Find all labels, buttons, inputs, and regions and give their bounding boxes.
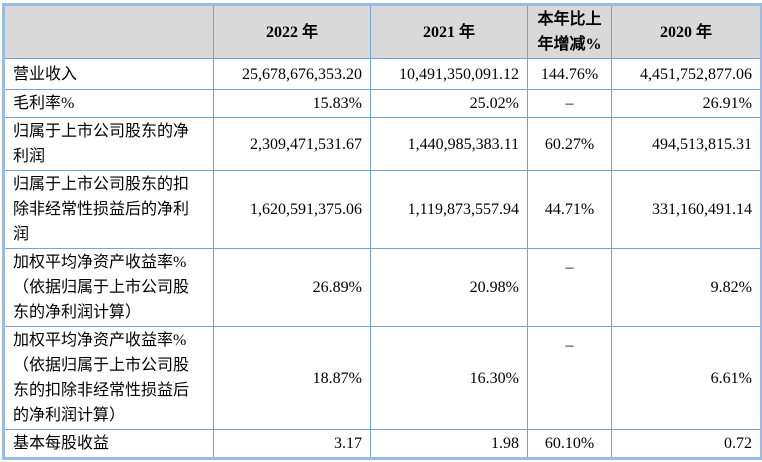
header-metric-cell	[3, 4, 214, 59]
financial-summary-table: 2022 年 2021 年 本年比上 年增减% 2020 年 营业收入 25,6…	[2, 3, 762, 460]
value-2021: 1,440,985,383.11	[370, 117, 528, 171]
table-header-row: 2022 年 2021 年 本年比上 年增减% 2020 年	[3, 4, 762, 59]
value-yoy-change: 60.10%	[527, 429, 612, 459]
value-2020: 0.72	[611, 429, 762, 459]
header-year-2021: 2021 年	[370, 4, 528, 59]
value-2021: 25.02%	[370, 89, 528, 118]
table-row-net-profit: 归属于上市公司股东的净 利润 2,309,471,531.67 1,440,98…	[3, 117, 762, 171]
value-2021: 16.30%	[370, 326, 528, 430]
header-year-2020: 2020 年	[611, 4, 762, 59]
metric-label: 归属于上市公司股东的扣 除非经常性损益后的净利 润	[3, 170, 214, 249]
value-2022: 25,678,676,353.20	[213, 58, 371, 90]
value-2022: 18.87%	[213, 326, 371, 430]
table-row-basic-eps: 基本每股收益 3.17 1.98 60.10% 0.72	[3, 429, 762, 459]
value-yoy-change: 44.71%	[527, 170, 612, 249]
metric-label: 基本每股收益	[3, 429, 214, 459]
value-yoy-change: –	[527, 89, 612, 118]
value-2020: 494,513,815.31	[611, 117, 762, 171]
value-2020: 26.91%	[611, 89, 762, 118]
table-row-revenue: 营业收入 25,678,676,353.20 10,491,350,091.12…	[3, 58, 762, 90]
value-2021: 20.98%	[370, 248, 528, 327]
value-2020: 331,160,491.14	[611, 170, 762, 249]
value-2021: 10,491,350,091.12	[370, 58, 528, 90]
value-2022: 26.89%	[213, 248, 371, 327]
metric-label: 加权平均净资产收益率% （依据归属于上市公司股 东的净利润计算）	[3, 248, 214, 327]
value-yoy-change: –	[527, 248, 612, 327]
value-yoy-change: 144.76%	[527, 58, 612, 90]
value-2021: 1,119,873,557.94	[370, 170, 528, 249]
value-2020: 4,451,752,877.06	[611, 58, 762, 90]
table-row-net-profit-excl-nonrecurring: 归属于上市公司股东的扣 除非经常性损益后的净利 润 1,620,591,375.…	[3, 170, 762, 249]
value-2022: 1,620,591,375.06	[213, 170, 371, 249]
value-yoy-change: 60.27%	[527, 117, 612, 171]
metric-label: 归属于上市公司股东的净 利润	[3, 117, 214, 171]
value-2022: 3.17	[213, 429, 371, 459]
table-row-weighted-roe-excl-nonrecurring: 加权平均净资产收益率% （依据归属于上市公司股 东的扣除非经常性损益后 的净利润…	[3, 326, 762, 430]
value-2020: 6.61%	[611, 326, 762, 430]
metric-label: 加权平均净资产收益率% （依据归属于上市公司股 东的扣除非经常性损益后 的净利润…	[3, 326, 214, 430]
table-row-gross-margin: 毛利率% 15.83% 25.02% – 26.91%	[3, 89, 762, 118]
value-yoy-change: –	[527, 326, 612, 430]
header-year-2022: 2022 年	[213, 4, 371, 59]
table-row-weighted-roe: 加权平均净资产收益率% （依据归属于上市公司股 东的净利润计算） 26.89% …	[3, 248, 762, 327]
value-2022: 15.83%	[213, 89, 371, 118]
metric-label: 毛利率%	[3, 89, 214, 118]
value-2020: 9.82%	[611, 248, 762, 327]
metric-label: 营业收入	[3, 58, 214, 90]
value-2022: 2,309,471,531.67	[213, 117, 371, 171]
value-2021: 1.98	[370, 429, 528, 459]
header-yoy-change: 本年比上 年增减%	[527, 4, 612, 59]
